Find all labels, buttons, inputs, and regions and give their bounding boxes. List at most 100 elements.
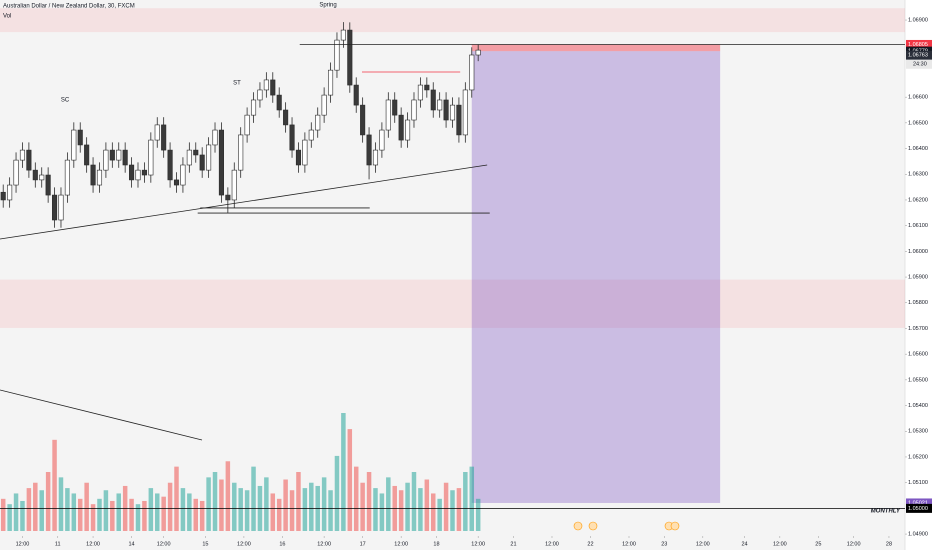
event-icon[interactable] [573,521,583,531]
y-tick-label: 1.05800 [908,300,928,306]
candle-body [270,79,276,96]
volume-bar [148,488,154,531]
candle-body [218,129,224,196]
candle-body [161,124,167,151]
volume-bar [52,439,57,531]
candle-body [167,149,173,181]
candle-body [347,29,353,86]
volume-bar [110,500,115,531]
x-tick-label: 12:00 [622,541,636,547]
candle-body [45,174,51,196]
volume-bar [116,493,121,531]
candle-body [32,169,38,181]
x-tick-label: 12:00 [545,541,559,547]
y-tick-label: 1.05300 [908,429,928,435]
candle-body [19,149,26,161]
candle-body [206,144,212,171]
volume-bar [334,455,340,531]
x-tick-label: 12:00 [157,541,171,547]
event-icons[interactable] [573,521,680,531]
candle-body [437,99,443,111]
volume-bar [193,498,199,531]
candle-body [52,194,58,221]
annotation: ST [233,81,241,87]
volume-bar [84,482,89,531]
x-tick-label: 23 [661,541,667,547]
y-tick-label: 1.06100 [908,223,928,229]
candle-body [84,144,90,166]
candle-body [116,149,122,161]
volume-bar [296,472,301,531]
volume-bar [321,477,327,531]
y-tick-label: 1.06000 [908,249,928,255]
candle-body [462,89,468,136]
volume-bar [437,498,442,531]
x-tick-label: 21 [510,541,516,547]
volume-bar [405,482,410,531]
x-tick-label: 11 [55,541,61,547]
candle-body [379,129,385,151]
volume-bar [232,482,237,531]
volume-legend: Vol [3,14,11,20]
candle-body [109,149,115,161]
volume-bar [199,500,205,531]
volume-bar [0,498,6,531]
candle-body [173,179,180,186]
volume-bar [155,493,160,531]
candle-body [231,169,237,201]
candle-body [0,191,6,201]
candle-body [103,149,109,171]
volume-bar [39,490,44,531]
y-tick-label: 1.06600 [908,95,928,101]
volume-bar [341,413,346,531]
candle-body [180,164,186,186]
volume-bar [347,429,353,531]
drawing-line [0,164,488,240]
candle-body [58,194,64,221]
event-icon[interactable] [670,521,680,531]
candle-body [257,89,263,101]
volume-panel [0,413,481,531]
volume-bar [20,500,25,531]
countdown: 24:30 [913,62,927,68]
candle-body [250,99,257,116]
x-tick-label: 17 [360,541,366,547]
candle-body [360,104,366,136]
y-tick-label: 1.06200 [908,197,928,203]
volume-bar [58,477,64,531]
price-tag [906,50,932,60]
candle-body [328,69,334,96]
volume-bar [366,472,372,531]
event-icon[interactable] [588,521,598,531]
candle-body [315,114,321,131]
candle-body [39,174,45,181]
volume-bar [77,498,83,531]
annotation: Spring [319,3,336,9]
candle-body [64,159,70,196]
candle-body [302,139,308,166]
candle-body [475,49,481,56]
price-tag [906,503,932,513]
candle-body [283,109,289,126]
volume-bar [238,488,243,531]
volume-trendline [0,389,203,441]
candle-body [295,149,302,166]
x-tick-label: 12:00 [237,541,251,547]
x-tick-label: 12:00 [16,541,30,547]
candle-body [90,164,96,186]
volume-bar [90,504,96,531]
y-tick-label: 1.05700 [908,326,928,332]
candle-body [244,114,250,136]
price-scale-background [905,0,932,550]
candle-body [443,99,449,121]
candle-body [372,149,379,166]
x-tick-label: 14 [129,541,135,547]
candle-body [321,94,327,116]
x-tick-label: 16 [279,541,285,547]
candle-body [186,149,192,166]
price-tag-label: 1.05000 [908,506,928,512]
candle-body [456,104,462,136]
volume-bar [270,493,276,531]
x-tick-label: 25 [815,541,821,547]
